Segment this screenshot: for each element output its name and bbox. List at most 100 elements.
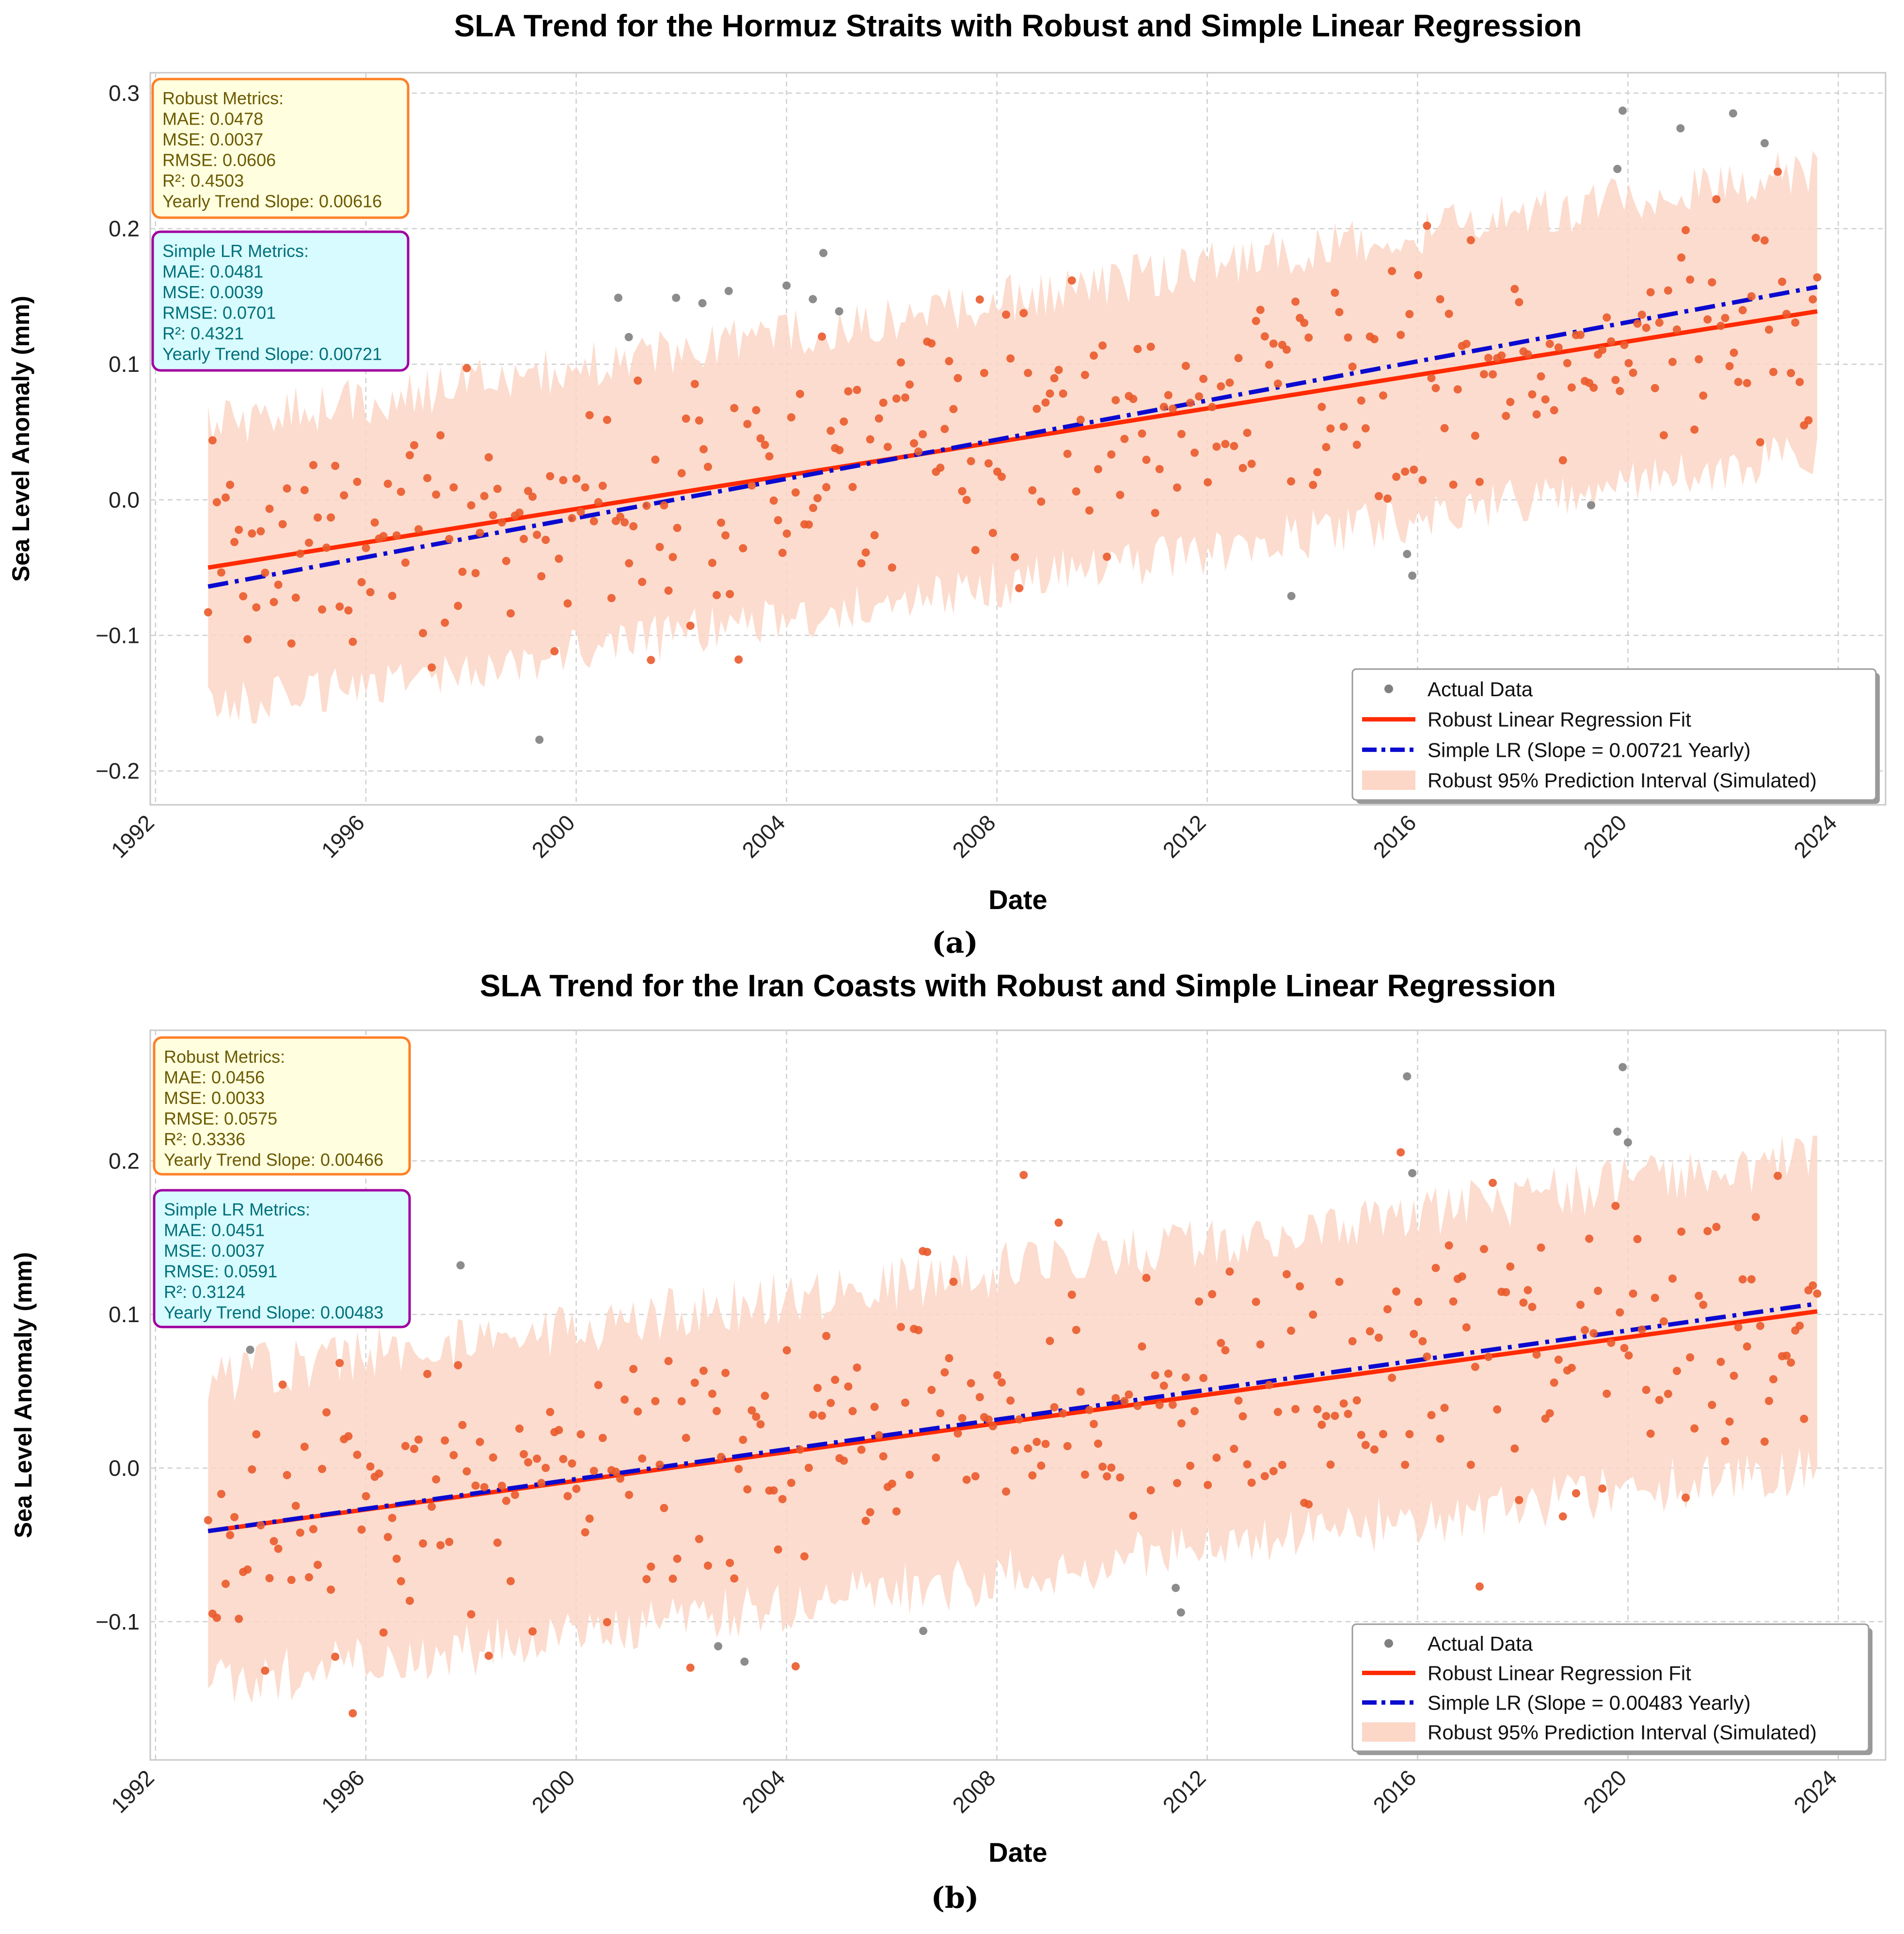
data-point: [822, 483, 831, 492]
data-point: [1365, 1327, 1374, 1336]
data-point: [261, 1666, 270, 1675]
data-point: [1164, 1369, 1173, 1378]
data-point: [1396, 1148, 1405, 1157]
robust-metrics-box-line: R²: 0.4503: [162, 171, 244, 191]
data-point: [861, 1517, 870, 1525]
data-point: [743, 420, 752, 429]
data-point: [1782, 1351, 1791, 1360]
data-point: [1159, 1381, 1168, 1390]
data-point: [366, 1462, 375, 1471]
data-point: [1567, 1363, 1576, 1372]
data-point: [507, 1577, 515, 1585]
data-point: [1655, 319, 1664, 327]
data-point: [1453, 385, 1462, 394]
data-point: [1695, 1292, 1703, 1300]
data-point: [502, 557, 510, 565]
simple-metrics-box-frame: [153, 1189, 411, 1328]
robust-metrics-box-line: MSE: 0.0033: [164, 1088, 265, 1108]
data-point: [840, 1456, 848, 1465]
data-point: [1734, 378, 1743, 386]
data-point: [239, 592, 248, 601]
legend-marker-band: [1362, 1722, 1415, 1742]
outlier-point: [1676, 124, 1685, 133]
y-tick-label: −0.1: [95, 623, 140, 648]
data-point: [1287, 477, 1295, 486]
data-point: [568, 1459, 576, 1468]
outlier-point: [1623, 1138, 1632, 1147]
data-point: [1607, 1339, 1616, 1347]
x-tick-label: 2020: [1578, 810, 1631, 863]
data-point: [1313, 468, 1322, 477]
simple-metrics-box-line: Yearly Trend Slope: 0.00721: [162, 344, 382, 364]
data-point: [914, 1326, 923, 1334]
data-point: [1212, 1454, 1221, 1462]
data-point: [975, 295, 984, 304]
data-point: [1252, 317, 1260, 325]
outlier-point: [1172, 1583, 1180, 1592]
data-point: [1690, 425, 1699, 434]
data-point: [690, 380, 699, 388]
data-point: [1405, 1430, 1414, 1439]
data-point: [1769, 368, 1777, 376]
data-point: [1388, 267, 1396, 275]
data-point: [1002, 310, 1011, 319]
data-point: [454, 1361, 462, 1370]
data-point: [1603, 313, 1611, 322]
data-point: [690, 1378, 699, 1387]
data-point: [1120, 434, 1129, 443]
data-point: [1032, 404, 1041, 413]
data-point: [1545, 339, 1554, 348]
data-point: [274, 580, 283, 589]
data-point: [953, 374, 962, 383]
data-point: [520, 535, 528, 543]
data-point: [1265, 1381, 1273, 1390]
data-point: [1050, 1403, 1059, 1411]
data-point: [958, 1414, 967, 1423]
data-point: [204, 1516, 212, 1524]
data-point: [1199, 374, 1208, 383]
data-point: [1545, 1409, 1554, 1418]
data-point: [1015, 1415, 1024, 1424]
data-point: [787, 1479, 795, 1487]
data-point: [1304, 333, 1313, 342]
data-point: [1466, 236, 1475, 244]
data-point: [265, 504, 274, 513]
outlier-point: [1408, 1169, 1417, 1178]
data-point: [1668, 1274, 1677, 1283]
data-point: [397, 487, 405, 496]
data-point: [642, 1575, 651, 1583]
data-point: [1506, 1262, 1515, 1271]
data-point: [866, 435, 874, 444]
data-point: [278, 1380, 287, 1389]
data-point: [958, 487, 967, 495]
prediction-interval-band: [208, 150, 1817, 724]
data-point: [1405, 310, 1414, 319]
data-point: [857, 1445, 866, 1454]
data-point: [1682, 226, 1690, 235]
x-tick-label: 2020: [1578, 1765, 1631, 1818]
data-point: [1247, 1478, 1256, 1487]
data-point: [1151, 509, 1159, 517]
data-point: [861, 548, 870, 557]
outlier-point: [246, 1345, 254, 1354]
simple-lr-line: [207, 1301, 1818, 1534]
data-point: [428, 1502, 436, 1511]
outlier-point: [535, 735, 544, 744]
data-point: [1677, 1227, 1686, 1236]
data-point: [677, 1397, 686, 1406]
data-point: [1695, 355, 1703, 364]
data-point: [507, 609, 515, 618]
data-point: [1616, 387, 1624, 395]
data-point: [1532, 410, 1541, 419]
data-point: [1080, 370, 1089, 379]
data-point: [713, 591, 721, 599]
data-point: [533, 530, 541, 539]
data-point: [1664, 1390, 1672, 1398]
data-point: [1011, 1446, 1019, 1454]
data-point: [945, 357, 953, 366]
data-point: [778, 1495, 787, 1503]
data-point: [664, 1357, 673, 1365]
simple-lr-line: [207, 285, 1818, 589]
data-point: [1388, 1374, 1396, 1382]
